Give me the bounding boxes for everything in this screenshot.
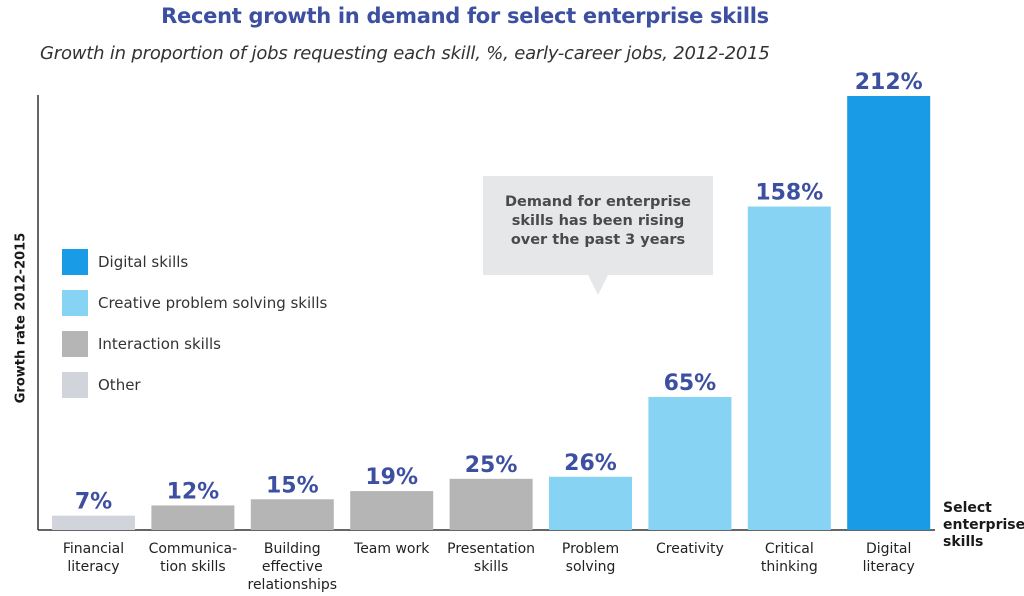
x-tick-label: Team work bbox=[353, 541, 430, 557]
legend-swatch-interaction bbox=[62, 330, 88, 357]
x-tick-label: relationships bbox=[248, 577, 338, 593]
data-label: 65% bbox=[664, 371, 717, 396]
x-tick-label: solving bbox=[566, 559, 616, 575]
legend-item-creative: Creative problem solving skills bbox=[62, 282, 327, 323]
x-tick-label: effective bbox=[262, 559, 323, 575]
bar bbox=[549, 476, 632, 530]
x-tick-label: literacy bbox=[67, 559, 119, 575]
x-tick-label: thinking bbox=[761, 559, 818, 575]
legend-swatch-other bbox=[62, 371, 88, 398]
data-label: 19% bbox=[365, 465, 418, 490]
x-tick-label: tion skills bbox=[160, 559, 226, 575]
bar bbox=[847, 96, 931, 530]
x-tick-label: Building bbox=[264, 541, 321, 557]
annotation-pointer bbox=[588, 275, 608, 295]
bar bbox=[250, 499, 334, 530]
data-label: 25% bbox=[465, 453, 518, 478]
x-axis-label: Select enterprise skills bbox=[943, 500, 1024, 551]
legend-label: Interaction skills bbox=[98, 334, 221, 353]
x-tick-label: literacy bbox=[863, 559, 915, 575]
data-label: 158% bbox=[755, 181, 823, 206]
data-label: 12% bbox=[167, 479, 220, 504]
legend-label: Creative problem solving skills bbox=[98, 293, 328, 312]
x-tick-label: skills bbox=[474, 559, 508, 575]
legend-swatch-creative bbox=[62, 289, 88, 316]
bar bbox=[747, 206, 831, 530]
bar bbox=[648, 396, 732, 530]
legend-label: Digital skills bbox=[98, 252, 189, 271]
bar bbox=[350, 491, 434, 530]
data-label: 7% bbox=[75, 490, 112, 515]
x-tick-label: Critical bbox=[765, 541, 814, 557]
data-label: 26% bbox=[564, 451, 617, 476]
legend-item-digital: Digital skills bbox=[62, 241, 327, 282]
x-tick-label: Presentation bbox=[447, 541, 535, 557]
legend-label: Other bbox=[98, 375, 141, 394]
x-tick-label: Financial bbox=[63, 541, 124, 557]
data-label: 15% bbox=[266, 473, 319, 498]
x-tick-label: Communica- bbox=[149, 541, 238, 557]
data-label: 212% bbox=[855, 70, 923, 95]
chart-subtitle: Growth in proportion of jobs requesting … bbox=[40, 43, 770, 64]
x-axis-label-line-2: enterprise bbox=[943, 517, 1024, 533]
x-tick-label: Digital bbox=[866, 541, 911, 557]
legend-swatch-digital bbox=[62, 248, 88, 275]
x-tick-label: Creativity bbox=[656, 541, 724, 557]
bar bbox=[151, 505, 235, 530]
bar bbox=[52, 515, 135, 530]
legend: Digital skills Creative problem solving … bbox=[62, 241, 327, 405]
x-axis-label-line-3: skills bbox=[943, 534, 984, 550]
legend-item-other: Other bbox=[62, 364, 327, 405]
annotation-text: Demand for enterprise skills has been ri… bbox=[504, 194, 692, 248]
chart-title: Recent growth in demand for select enter… bbox=[161, 4, 769, 28]
x-axis-label-line-1: Select bbox=[943, 500, 992, 516]
bar bbox=[449, 478, 533, 530]
legend-item-interaction: Interaction skills bbox=[62, 323, 327, 364]
x-tick-label: Problem bbox=[562, 541, 619, 557]
annotation-callout: Demand for enterprise skills has been ri… bbox=[483, 176, 713, 275]
